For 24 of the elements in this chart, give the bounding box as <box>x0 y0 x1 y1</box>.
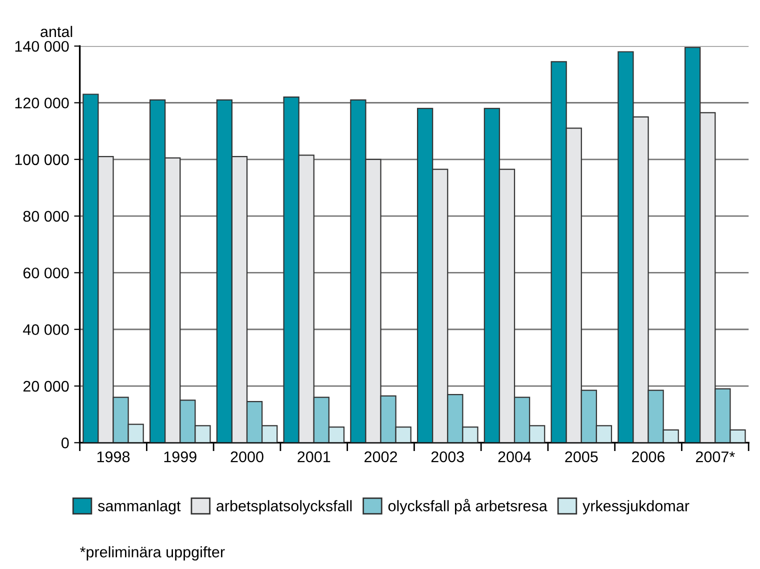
x-tick-label: 2006 <box>632 451 665 462</box>
y-tick-label: 20 000 <box>23 380 69 392</box>
x-tick-label: 2005 <box>565 451 598 462</box>
y-tick-label: 120 000 <box>15 98 69 108</box>
x-tick-label: 2001 <box>298 451 330 462</box>
y-tick-label: 140 000 <box>15 40 69 52</box>
legend-label: yrkessjukdomar <box>582 500 690 514</box>
y-axis-title: antal <box>40 26 72 38</box>
x-tick-label: 2002 <box>364 451 397 462</box>
text: *preliminära uppgifter <box>80 546 225 560</box>
x-tick-label: 2000 <box>230 451 264 462</box>
y-tick-label: 80 000 <box>23 210 69 222</box>
x-tick-label: 1999 <box>164 451 196 462</box>
legend-label: sammanlagt <box>98 500 181 514</box>
legend-label: olycksfall på arbetsresa <box>388 498 548 514</box>
y-tick-label: 40 000 <box>23 324 69 336</box>
x-tick-label: 2007* <box>696 451 735 462</box>
x-tick-label: 2003 <box>431 451 464 462</box>
legend-label: arbetsplatsolycksfall <box>216 500 352 514</box>
x-tick-label: 2004 <box>498 451 532 462</box>
y-tick-label: 60 000 <box>23 268 69 278</box>
x-tick-label: 1998 <box>97 451 130 462</box>
y-tick-label: 0 <box>61 438 69 448</box>
y-tick-label: 100 000 <box>15 154 69 166</box>
